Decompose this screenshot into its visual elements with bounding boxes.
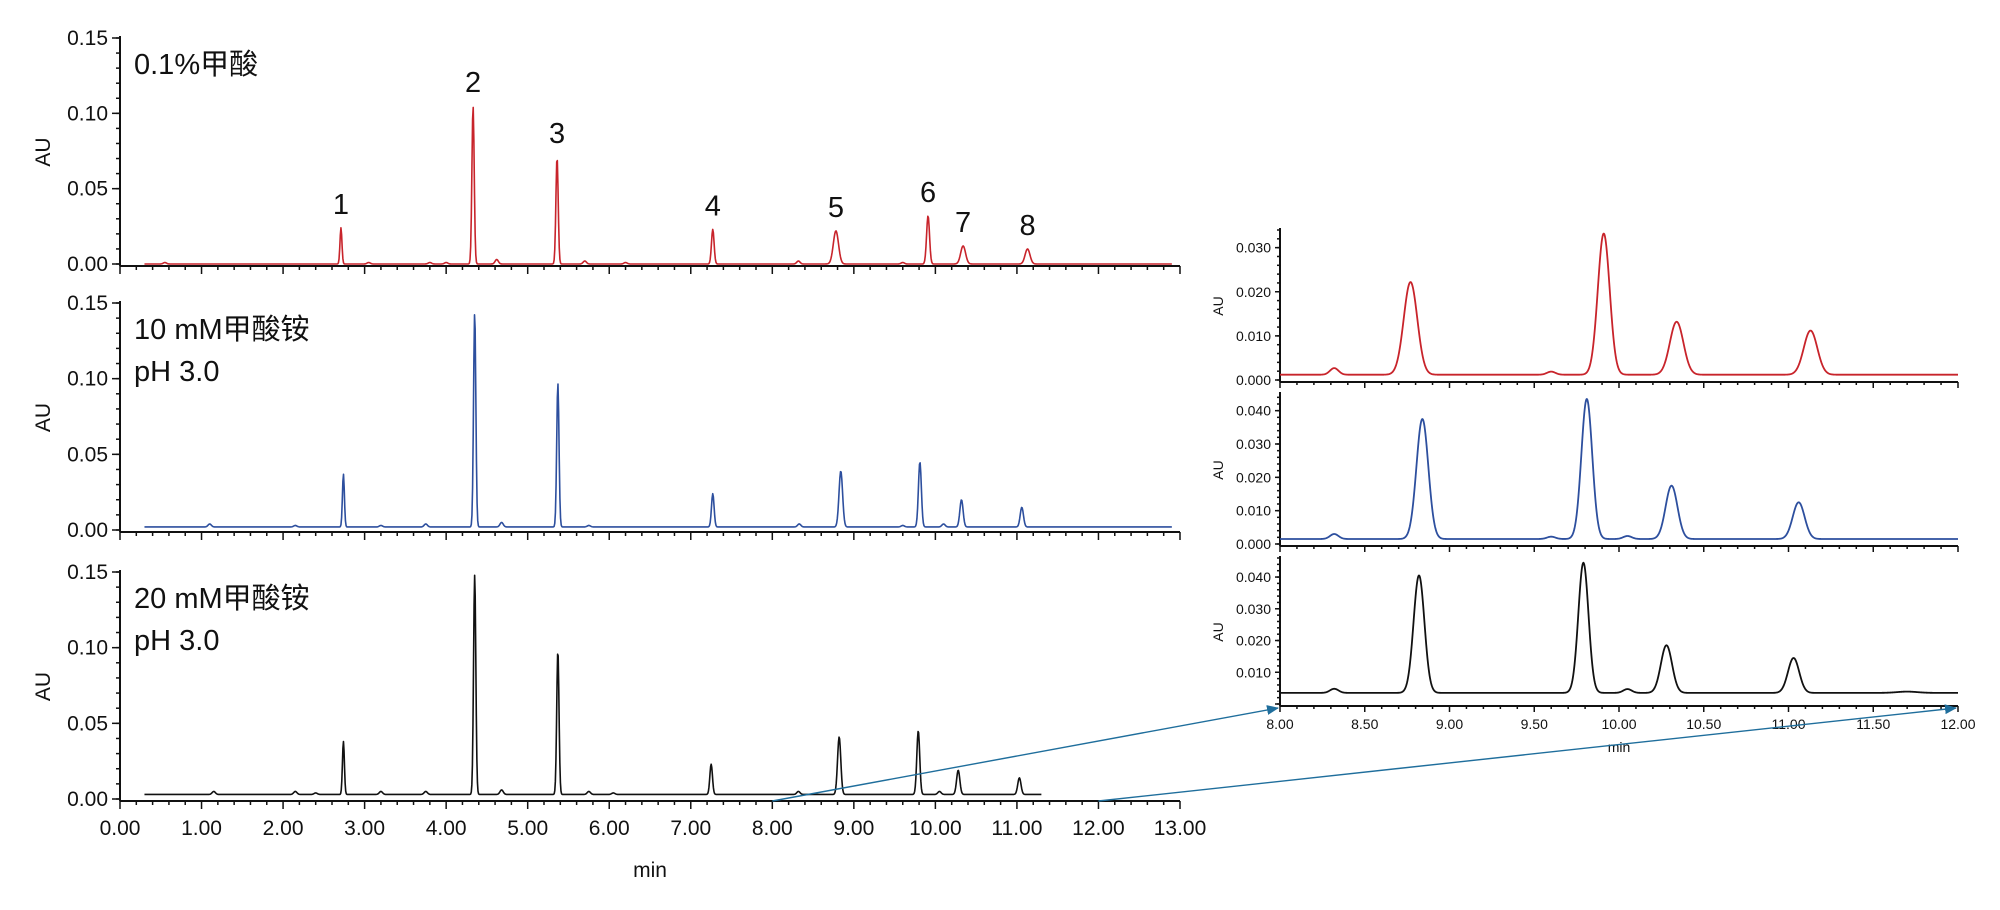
x-tick-label: 6.00 (589, 817, 630, 840)
x-tick-label: 9.00 (833, 817, 874, 840)
panel-subtitle: pH 3.0 (134, 625, 219, 657)
y-tick-label: 0.10 (67, 368, 108, 391)
panel-subtitle: pH 3.0 (134, 356, 219, 388)
y-axis-label: AU (1210, 622, 1226, 641)
y-tick-label: 0.010 (1236, 328, 1271, 344)
x-tick-label: 0.00 (100, 817, 141, 840)
peak-label: 2 (465, 67, 481, 99)
y-axis-label: AU (32, 403, 55, 432)
x-tick-label: 9.50 (1521, 716, 1548, 732)
x-tick-label: 11.00 (1772, 716, 1806, 732)
x-axis-label: min (1608, 739, 1631, 755)
peak-label: 1 (333, 189, 349, 221)
y-axis-label: AU (1210, 460, 1226, 479)
y-tick-label: 0.00 (67, 253, 108, 276)
series-line (1279, 561, 1959, 694)
x-tick-label: 8.00 (1266, 716, 1293, 732)
peak-label: 3 (549, 118, 565, 150)
main-panel-2: 0.00 0.05 0.10 0.15 AU 10 mM甲酸铵 pH 3.0 (32, 292, 1181, 542)
y-tick-label: 0.05 (67, 178, 108, 201)
peak-label: 7 (955, 207, 971, 239)
y-axis-label: AU (32, 137, 55, 166)
x-tick-label: 10.50 (1686, 716, 1721, 732)
x-tick-label: 12.00 (1072, 817, 1125, 840)
x-tick-label: 12.00 (1940, 716, 1975, 732)
y-axis-label: AU (32, 672, 55, 701)
y-tick-label: 0.040 (1236, 403, 1271, 419)
y-tick-label: 0.10 (67, 102, 108, 125)
peak-label: 8 (1019, 210, 1035, 242)
inset-panel-1: 0.000 0.010 0.020 0.030 AU (1210, 228, 1959, 388)
main-panel-1: 0.00 0.05 0.10 0.15 AU 0.1%甲酸 1 2 3 4 5 67 8 (32, 27, 1181, 276)
series-line (144, 106, 1172, 265)
series-line (144, 574, 1042, 796)
main-panel-3: 0.00 0.05 0.10 0.15 AU 20 mM甲酸铵 pH 3.0 (32, 561, 1181, 811)
x-tick-label: 8.00 (752, 817, 793, 840)
y-tick-label: 0.000 (1236, 372, 1271, 388)
inset-panel-3: 0.010 0.020 0.030 0.040 AU (1210, 556, 1959, 712)
x-tick-label: 3.00 (344, 817, 385, 840)
inset-panel-2: 0.000 0.010 0.020 0.030 0.040 AU (1210, 392, 1959, 552)
y-tick-label: 0.020 (1236, 469, 1271, 485)
y-axis-label: AU (1210, 296, 1226, 315)
zoom-link-arrows (772, 704, 1957, 802)
y-tick-label: 0.020 (1236, 284, 1271, 300)
x-tick-label: 10.00 (909, 817, 962, 840)
peak-label: 4 (705, 190, 721, 222)
panel-title: 10 mM甲酸铵 (134, 313, 310, 346)
y-tick-label: 0.020 (1236, 633, 1271, 649)
y-tick-label: 0.040 (1236, 569, 1271, 585)
y-tick-label: 0.030 (1236, 240, 1271, 256)
y-tick-label: 0.030 (1236, 436, 1271, 452)
y-tick-label: 0.010 (1236, 503, 1271, 519)
y-tick-label: 0.15 (67, 27, 108, 50)
x-tick-label: 5.00 (507, 817, 548, 840)
x-tick-label: 13.00 (1154, 817, 1207, 840)
x-tick-label: 9.00 (1436, 716, 1463, 732)
zoom-link-arrow-left (772, 705, 1279, 802)
panel-title: 0.1%甲酸 (134, 48, 258, 81)
y-tick-label: 0.010 (1236, 664, 1271, 680)
x-tick-label: 2.00 (263, 817, 304, 840)
x-tick-label: 10.00 (1601, 716, 1636, 732)
series-line (144, 314, 1172, 528)
series-line (1279, 232, 1959, 376)
y-tick-label: 0.15 (67, 292, 108, 315)
y-tick-label: 0.15 (67, 561, 108, 584)
x-tick-label: 1.00 (181, 817, 222, 840)
y-tick-label: 0.000 (1236, 536, 1271, 552)
y-tick-label: 0.05 (67, 712, 108, 735)
peak-label: 6 (920, 177, 936, 209)
y-tick-label: 0.00 (67, 788, 108, 811)
peak-label: 5 (828, 192, 844, 224)
y-tick-label: 0.10 (67, 637, 108, 660)
series-line (1279, 398, 1959, 540)
x-tick-label: 7.00 (670, 817, 711, 840)
inset-zoom-chromatogram: 0.0000.0100.0200.030AU0.0000.0100.0200.0… (1210, 228, 1976, 755)
main-chromatogram: 0.00 0.05 0.10 0.15 AU 0.1%甲酸 1 2 3 4 5 67 8 0.00 0.05… (32, 27, 1206, 882)
x-tick-label: 4.00 (426, 817, 467, 840)
y-tick-label: 0.05 (67, 443, 108, 466)
y-tick-label: 0.030 (1236, 601, 1271, 617)
x-tick-label: 11.50 (1856, 716, 1890, 732)
x-axis-label: min (633, 859, 667, 882)
panel-title: 20 mM甲酸铵 (134, 582, 310, 615)
x-tick-label: 11.00 (991, 817, 1042, 840)
x-tick-label: 8.50 (1351, 716, 1378, 732)
zoom-link-arrow-right (1098, 704, 1957, 802)
y-tick-label: 0.00 (67, 519, 108, 542)
